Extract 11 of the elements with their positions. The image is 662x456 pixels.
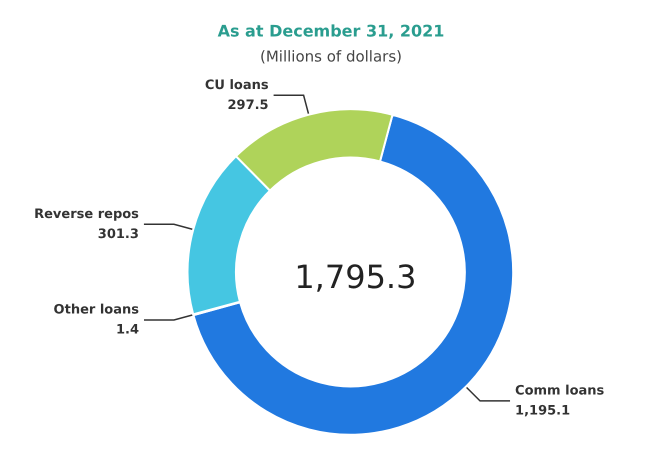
data-label: 1.4: [116, 322, 139, 338]
slice-label: Comm loans: [515, 383, 605, 398]
chart-title: As at December 31, 2021: [218, 22, 444, 40]
data-label: 297.5: [227, 98, 269, 113]
data-label: 301.3: [98, 226, 139, 242]
text: 1,795.3: [294, 258, 416, 296]
chart-subtitle: (Millions of dollars): [260, 48, 402, 66]
data-label: 1,195.1: [515, 403, 570, 418]
slice-label: Reverse repos: [34, 206, 140, 222]
slice-label: Other loans: [54, 302, 140, 318]
slice-label: CU loans: [204, 78, 269, 93]
